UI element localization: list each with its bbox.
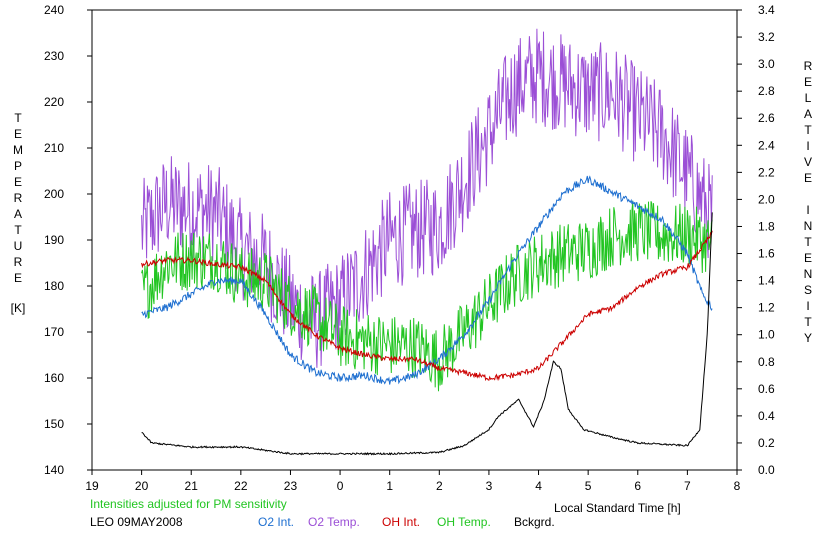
- x-axis-ticks: 19 20 21 22 23 0 1 2 3 4 5 6 7 8: [85, 470, 741, 493]
- left-tick-label: 210: [44, 141, 64, 155]
- left-axis-letter: A: [14, 207, 22, 221]
- x-tick-label: 5: [585, 479, 592, 493]
- left-axis-unit: [K]: [11, 301, 26, 315]
- right-axis-letter: Y: [804, 331, 812, 345]
- right-tick-label: 2.4: [758, 138, 775, 152]
- left-axis-ticks: 140 150 160 170 180 190 200 210 220 230 240: [44, 3, 92, 477]
- right-axis-letter: A: [804, 107, 812, 121]
- right-axis-letter: T: [804, 315, 812, 329]
- left-axis-letter: E: [14, 175, 22, 189]
- legend-entry: O2 Temp.: [308, 515, 360, 529]
- right-axis-letter: N: [804, 219, 813, 233]
- x-tick-label: 22: [234, 479, 248, 493]
- x-tick-label: 0: [337, 479, 344, 493]
- right-tick-label: 2.2: [758, 165, 775, 179]
- right-tick-label: 0.2: [758, 436, 775, 450]
- legend-entry: Bckgrd.: [514, 515, 555, 529]
- left-axis-letter: T: [14, 223, 22, 237]
- x-tick-label: 3: [486, 479, 493, 493]
- right-tick-label: 0.6: [758, 382, 775, 396]
- right-axis-ticks: 0.0 0.2 0.4 0.6 0.8 1.0 1.2 1.4 1.6 1.8 2.0 2.2 2.4 2…: [737, 3, 775, 477]
- footnote: Intensities adjusted for PM sensitivity: [90, 497, 287, 511]
- left-axis-letter: R: [14, 191, 23, 205]
- legend-entry: OH Int.: [382, 515, 420, 529]
- station-label: LEO 09MAY2008: [90, 515, 183, 529]
- x-tick-label: 4: [535, 479, 542, 493]
- right-axis-letter: E: [804, 251, 812, 265]
- right-axis-letter: V: [804, 155, 812, 169]
- left-tick-label: 160: [44, 371, 64, 385]
- right-axis-letter: R: [804, 59, 813, 73]
- right-tick-label: 0.8: [758, 355, 775, 369]
- left-axis-letter: M: [13, 143, 23, 157]
- x-tick-label: 6: [634, 479, 641, 493]
- right-tick-label: 3.2: [758, 30, 775, 44]
- x-tick-label: 7: [684, 479, 691, 493]
- right-tick-label: 0.0: [758, 463, 775, 477]
- left-tick-label: 230: [44, 49, 64, 63]
- series-oh-int: [141, 230, 713, 382]
- x-tick-label: 20: [135, 479, 149, 493]
- series-bckgrd: [141, 212, 713, 456]
- x-tick-label: 23: [284, 479, 298, 493]
- right-axis-letter: E: [804, 171, 812, 185]
- right-axis-letter: S: [804, 283, 812, 297]
- x-tick-label: 1: [386, 479, 393, 493]
- left-tick-label: 200: [44, 187, 64, 201]
- right-tick-label: 1.8: [758, 219, 775, 233]
- left-axis-letter: R: [14, 255, 23, 269]
- series-layer: [141, 28, 713, 456]
- right-axis-letter: I: [806, 203, 809, 217]
- right-axis-letter: E: [804, 75, 812, 89]
- right-axis-letter: I: [806, 139, 809, 153]
- x-axis-label: Local Standard Time [h]: [554, 501, 681, 515]
- left-tick-label: 220: [44, 95, 64, 109]
- left-tick-label: 240: [44, 3, 64, 17]
- right-axis-letter: I: [806, 299, 809, 313]
- left-axis-letter: T: [14, 111, 22, 125]
- right-tick-label: 1.0: [758, 328, 775, 342]
- right-axis-letter: T: [804, 123, 812, 137]
- right-axis-letter: T: [804, 235, 812, 249]
- left-tick-label: 170: [44, 325, 64, 339]
- left-axis-letter: U: [14, 239, 23, 253]
- x-tick-label: 8: [734, 479, 741, 493]
- right-axis-letter: N: [804, 267, 813, 281]
- left-tick-label: 190: [44, 233, 64, 247]
- right-tick-label: 2.0: [758, 192, 775, 206]
- right-tick-label: 3.0: [758, 57, 775, 71]
- x-tick-label: 2: [436, 479, 443, 493]
- left-axis-letter: E: [14, 271, 22, 285]
- legend: O2 Int. O2 Temp. OH Int. OH Temp. Bckgrd.: [258, 515, 555, 529]
- right-tick-label: 2.8: [758, 84, 775, 98]
- right-axis-letter: L: [805, 91, 812, 105]
- legend-entry: O2 Int.: [258, 515, 294, 529]
- right-tick-label: 1.2: [758, 301, 775, 315]
- x-tick-label: 21: [185, 479, 199, 493]
- right-tick-label: 3.4: [758, 3, 775, 17]
- right-tick-label: 0.4: [758, 409, 775, 423]
- left-tick-label: 150: [44, 417, 64, 431]
- series-oh-temp: [141, 200, 713, 392]
- right-tick-label: 2.6: [758, 111, 775, 125]
- right-tick-label: 1.6: [758, 247, 775, 261]
- left-axis-letter: P: [14, 159, 22, 173]
- left-tick-label: 180: [44, 279, 64, 293]
- plot-frame: [91, 9, 738, 471]
- left-tick-label: 140: [44, 463, 64, 477]
- right-tick-label: 1.4: [758, 274, 775, 288]
- x-tick-label: 19: [85, 479, 99, 493]
- legend-entry: OH Temp.: [437, 515, 491, 529]
- left-axis-letter: E: [14, 127, 22, 141]
